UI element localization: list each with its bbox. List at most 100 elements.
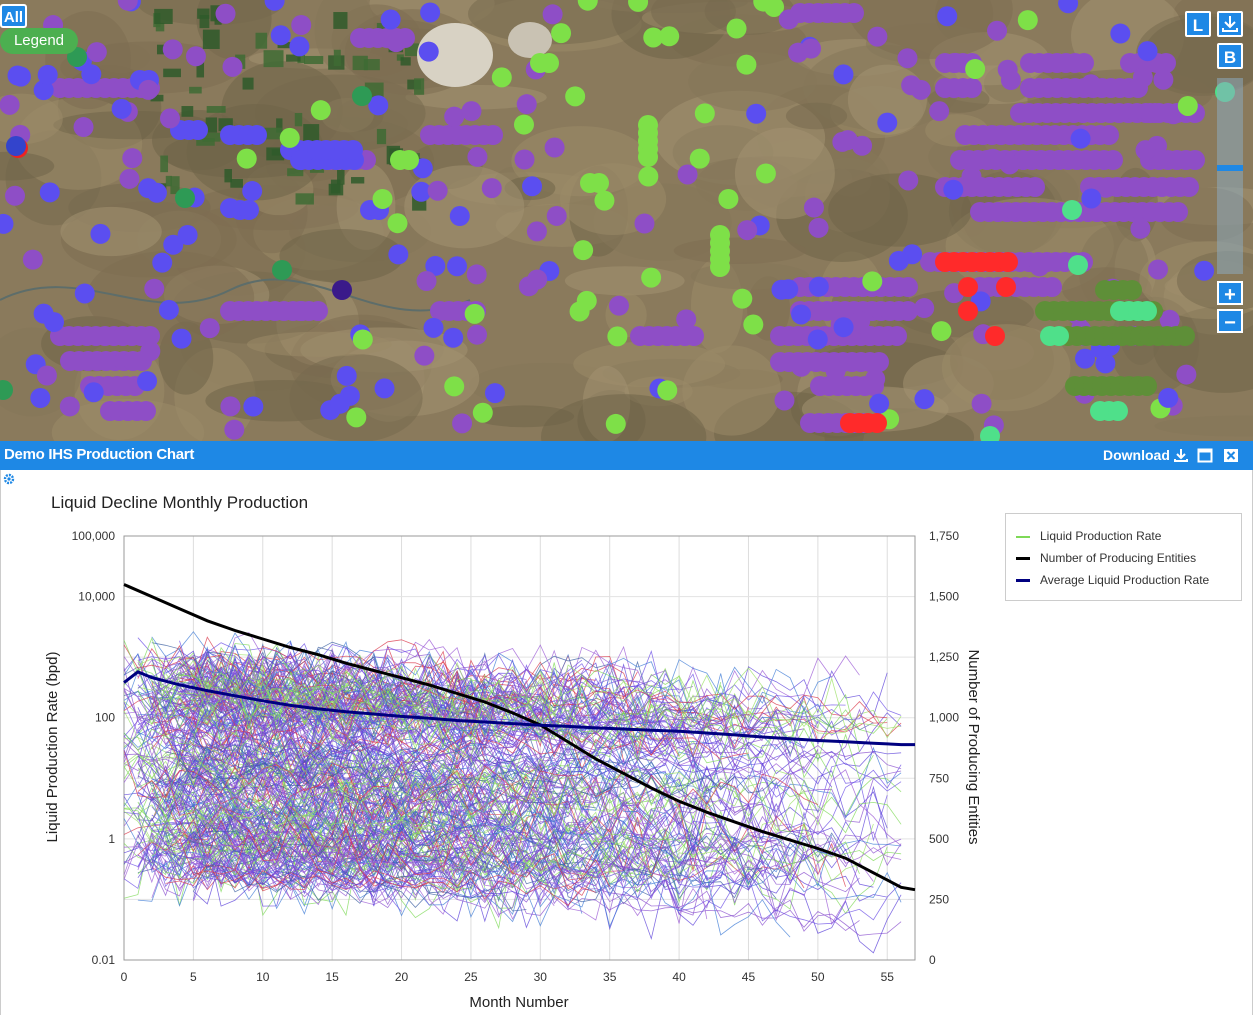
well-marker[interactable] (447, 256, 468, 277)
well-marker[interactable] (73, 117, 94, 138)
well-marker[interactable] (140, 341, 161, 362)
well-marker[interactable] (330, 393, 351, 414)
map-download-button[interactable] (1217, 11, 1243, 37)
well-marker[interactable] (998, 252, 1018, 272)
well-marker[interactable] (144, 278, 165, 299)
well-marker[interactable] (372, 188, 393, 209)
well-marker[interactable] (452, 413, 473, 434)
well-marker[interactable] (803, 197, 824, 218)
well-marker[interactable] (743, 314, 764, 335)
well-marker[interactable] (215, 3, 236, 24)
well-marker[interactable] (152, 252, 173, 273)
well-marker[interactable] (608, 295, 629, 316)
well-marker[interactable] (162, 39, 183, 60)
well-marker[interactable] (865, 368, 886, 389)
well-marker[interactable] (638, 147, 658, 167)
well-marker[interactable] (467, 324, 488, 345)
well-marker[interactable] (979, 176, 1000, 197)
legend-item[interactable]: Liquid Production Rate (1016, 528, 1161, 544)
well-marker[interactable] (117, 0, 138, 11)
well-marker[interactable] (90, 223, 111, 244)
map-view[interactable]: All Legend L B + − (0, 0, 1253, 441)
well-marker[interactable] (1168, 202, 1188, 222)
well-marker[interactable] (778, 279, 799, 300)
well-marker[interactable] (289, 36, 310, 57)
well-marker[interactable] (710, 257, 730, 277)
well-marker[interactable] (1081, 188, 1102, 209)
well-marker[interactable] (718, 188, 739, 209)
well-marker[interactable] (310, 100, 331, 121)
well-marker[interactable] (425, 255, 446, 276)
well-marker[interactable] (987, 20, 1008, 41)
well-marker[interactable] (222, 56, 243, 77)
well-marker[interactable] (247, 125, 267, 145)
well-marker[interactable] (443, 327, 464, 348)
well-marker[interactable] (175, 188, 195, 208)
well-marker[interactable] (755, 163, 776, 184)
well-marker[interactable] (1153, 69, 1174, 90)
well-marker[interactable] (1029, 256, 1050, 277)
well-marker[interactable] (374, 378, 395, 399)
well-marker[interactable] (236, 148, 257, 169)
well-marker[interactable] (444, 376, 465, 397)
well-marker[interactable] (388, 244, 409, 265)
well-marker[interactable] (1176, 364, 1197, 385)
well-marker[interactable] (1158, 387, 1179, 408)
well-marker[interactable] (137, 371, 158, 392)
well-marker[interactable] (1070, 128, 1091, 149)
well-marker[interactable] (224, 419, 245, 440)
well-marker[interactable] (272, 260, 292, 280)
well-marker[interactable] (732, 288, 753, 309)
maximize-icon[interactable] (1197, 448, 1213, 463)
well-marker[interactable] (807, 329, 828, 350)
well-marker[interactable] (1132, 67, 1153, 88)
well-marker[interactable] (0, 94, 20, 115)
well-marker[interactable] (219, 198, 240, 219)
well-marker[interactable] (684, 326, 704, 346)
all-button[interactable]: All (0, 4, 27, 28)
well-marker[interactable] (901, 75, 922, 96)
well-marker[interactable] (308, 301, 328, 321)
well-marker[interactable] (1058, 0, 1079, 14)
well-marker[interactable] (546, 205, 567, 226)
well-marker[interactable] (791, 304, 812, 325)
well-marker[interactable] (931, 321, 952, 342)
well-marker[interactable] (898, 301, 918, 321)
well-marker[interactable] (971, 393, 992, 414)
well-marker[interactable] (746, 103, 767, 124)
well-marker[interactable] (774, 390, 795, 411)
well-marker[interactable] (159, 108, 180, 129)
well-marker[interactable] (380, 9, 401, 30)
well-marker[interactable] (336, 365, 357, 386)
well-marker[interactable] (1049, 326, 1069, 346)
legend-item[interactable]: Average Liquid Production Rate (1016, 572, 1209, 588)
well-marker[interactable] (185, 46, 206, 67)
well-marker[interactable] (1110, 23, 1131, 44)
well-marker[interactable] (589, 173, 609, 193)
well-marker[interactable] (1194, 260, 1215, 281)
well-marker[interactable] (199, 318, 220, 339)
well-marker[interactable] (1042, 277, 1062, 297)
well-marker[interactable] (764, 0, 785, 17)
well-marker[interactable] (1177, 95, 1198, 116)
well-marker[interactable] (1017, 10, 1038, 31)
well-marker[interactable] (914, 389, 935, 410)
well-marker[interactable] (999, 154, 1020, 175)
well-marker[interactable] (484, 383, 505, 404)
well-marker[interactable] (945, 52, 966, 73)
well-marker[interactable] (958, 301, 978, 321)
well-marker[interactable] (136, 401, 156, 421)
well-marker[interactable] (869, 352, 889, 372)
well-marker[interactable] (1095, 177, 1116, 198)
well-marker[interactable] (1137, 376, 1157, 396)
well-marker[interactable] (1074, 53, 1094, 73)
well-marker[interactable] (346, 407, 367, 428)
legend-item[interactable]: Number of Producing Entities (1016, 550, 1196, 566)
well-marker[interactable] (867, 26, 888, 47)
well-marker[interactable] (985, 326, 1005, 346)
well-marker[interactable] (163, 234, 184, 255)
well-marker[interactable] (1175, 326, 1195, 346)
zoom-slider[interactable] (1217, 78, 1243, 274)
well-marker[interactable] (481, 178, 502, 199)
well-marker[interactable] (1075, 348, 1096, 369)
